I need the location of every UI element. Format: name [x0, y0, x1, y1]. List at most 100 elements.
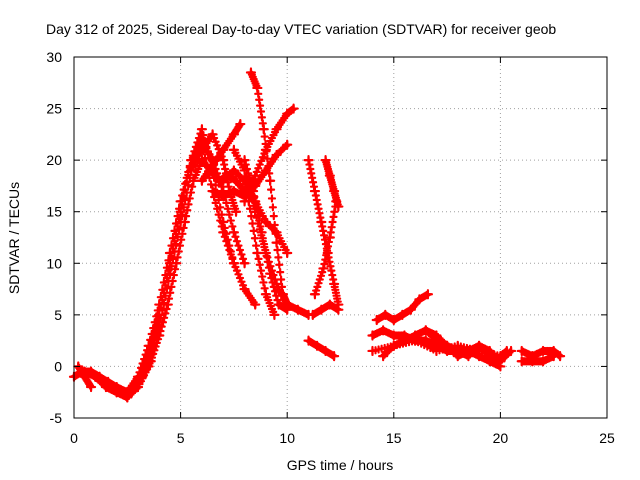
data-point [239, 165, 250, 176]
data-point [271, 124, 282, 135]
data-point [333, 304, 344, 315]
x-tick-label: 5 [177, 430, 185, 446]
y-tick-label: 30 [46, 49, 62, 65]
data-point [303, 155, 314, 166]
data-point [367, 330, 378, 341]
data-point [405, 304, 416, 315]
data-point [388, 340, 399, 351]
data-point [371, 314, 382, 326]
data-point [260, 289, 271, 300]
data-point [252, 247, 263, 259]
data-point [79, 371, 90, 382]
series-sat-y [516, 351, 559, 367]
series-sat-w [420, 325, 517, 367]
data-point [243, 196, 254, 207]
data-point [452, 351, 463, 362]
series-sat-m [243, 196, 280, 320]
data-point [410, 330, 421, 341]
x-tick-label: 20 [493, 430, 509, 446]
data-point [420, 325, 431, 336]
y-axis-label: SDTVAR / TECUs [6, 182, 22, 294]
data-point [316, 216, 327, 228]
data-point [250, 299, 261, 310]
data-point [399, 335, 410, 346]
y-tick-label: 20 [46, 152, 62, 168]
series-sat-t [371, 289, 434, 326]
data-point [235, 118, 246, 130]
data-point [324, 170, 335, 181]
data-point [442, 340, 453, 351]
data-point [292, 304, 303, 315]
plot-frame [73, 56, 608, 419]
data-point [258, 124, 269, 135]
data-point [260, 216, 271, 228]
data-point [207, 160, 218, 171]
data-point [245, 67, 257, 78]
data-point [207, 185, 218, 197]
data-point [282, 247, 293, 259]
x-axis-label: GPS time / hours [287, 457, 394, 473]
data-point [329, 185, 340, 197]
data-point [463, 345, 474, 357]
data-point [218, 227, 229, 238]
data-point [85, 381, 97, 393]
data-point [431, 345, 442, 357]
y-tick-label: 15 [46, 204, 62, 220]
data-point [333, 201, 344, 212]
data-point [316, 304, 327, 315]
data-point [228, 129, 239, 140]
data-point [239, 258, 250, 269]
data-marks [68, 67, 566, 403]
data-point [329, 351, 340, 362]
x-tick-label: 15 [386, 430, 402, 446]
data-point [320, 155, 331, 166]
data-point [320, 345, 331, 357]
data-point [288, 103, 299, 114]
data-point [527, 356, 538, 367]
series-sat-q [320, 155, 344, 212]
series-sat-d [111, 139, 239, 398]
data-point [273, 299, 284, 310]
data-point [164, 247, 176, 259]
data-point [309, 289, 321, 300]
data-point [260, 247, 271, 259]
data-point [537, 345, 549, 357]
data-point [311, 340, 323, 351]
data-point [516, 356, 527, 367]
data-point [132, 371, 144, 382]
data-point [271, 237, 282, 248]
data-point [239, 283, 250, 295]
data-point [250, 170, 261, 181]
x-tick-label: 25 [599, 430, 615, 446]
data-point [90, 371, 101, 382]
data-point [516, 345, 527, 357]
y-axis-ticks: -5 0 5 10 15 20 25 30 [46, 49, 607, 426]
data-point [196, 124, 208, 135]
series-sat-o [307, 299, 344, 320]
data-point [378, 351, 389, 362]
data-point [307, 309, 318, 320]
data-point [186, 165, 197, 176]
data-point [218, 144, 229, 155]
data-point [218, 175, 229, 186]
series-sat-l [228, 144, 314, 320]
data-point [282, 299, 293, 310]
data-point [397, 309, 408, 320]
data-point [324, 232, 335, 243]
series-sat-r [303, 335, 340, 362]
y-tick-label: -5 [50, 410, 63, 426]
data-point [422, 289, 434, 300]
data-point [537, 356, 549, 367]
data-point [218, 191, 229, 202]
data-point [228, 227, 239, 238]
data-point [367, 345, 378, 357]
data-point [303, 335, 314, 346]
data-point [228, 185, 239, 197]
data-point [175, 196, 186, 207]
data-point [100, 381, 112, 393]
data-point [282, 108, 293, 119]
x-tick-label: 0 [70, 430, 78, 446]
data-point [484, 351, 495, 362]
data-point [473, 340, 485, 351]
y-tick-label: 25 [46, 101, 62, 117]
